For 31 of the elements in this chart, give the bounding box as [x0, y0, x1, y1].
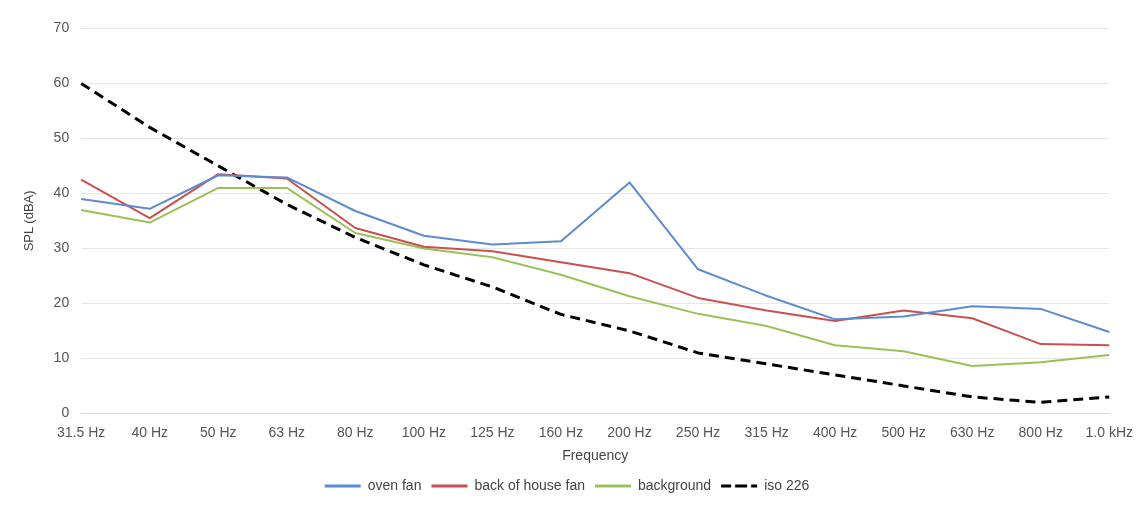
x-tick-label: 1.0 kHz — [1085, 423, 1133, 440]
x-tick-label: 315 Hz — [744, 423, 789, 440]
x-tick-label: 31.5 Hz — [57, 423, 106, 440]
x-tick-label: 100 Hz — [401, 423, 447, 440]
x-tick-label: 200 Hz — [607, 423, 652, 440]
x-tick-label: 250 Hz — [675, 423, 721, 440]
x-tick-label: 630 Hz — [950, 423, 995, 440]
y-tick-label: 20 — [53, 294, 70, 311]
x-tick-label: 63 Hz — [268, 423, 306, 440]
x-tick-label: 40 Hz — [131, 423, 168, 440]
x-tick-label: 50 Hz — [199, 423, 237, 440]
y-tick-label: 10 — [53, 349, 70, 366]
x-tick-label: 400 Hz — [812, 423, 858, 440]
line-series — [79, 81, 1111, 404]
x-axis-title: Frequency — [562, 447, 629, 464]
y-tick-label: 0 — [61, 404, 70, 421]
legend-label: back of house fan — [474, 476, 585, 493]
x-tick-label: 80 Hz — [337, 423, 374, 440]
y-tick-label: 60 — [53, 74, 70, 91]
y-tick-label: 70 — [53, 19, 70, 36]
y-axis-title: SPL (dBA) — [21, 190, 37, 252]
legend-label: oven fan — [367, 476, 422, 493]
y-tick-label: 40 — [53, 184, 70, 201]
x-tick-label: 125 Hz — [470, 423, 515, 440]
x-tick-label: 800 Hz — [1018, 423, 1063, 440]
legend-label: background — [637, 476, 712, 493]
x-tick-label: 500 Hz — [881, 423, 926, 440]
x-tick-label: 160 Hz — [538, 423, 584, 440]
y-tick-label: 30 — [53, 239, 70, 256]
y-tick-label: 50 — [53, 129, 70, 146]
legend-label: iso 226 — [764, 476, 810, 493]
